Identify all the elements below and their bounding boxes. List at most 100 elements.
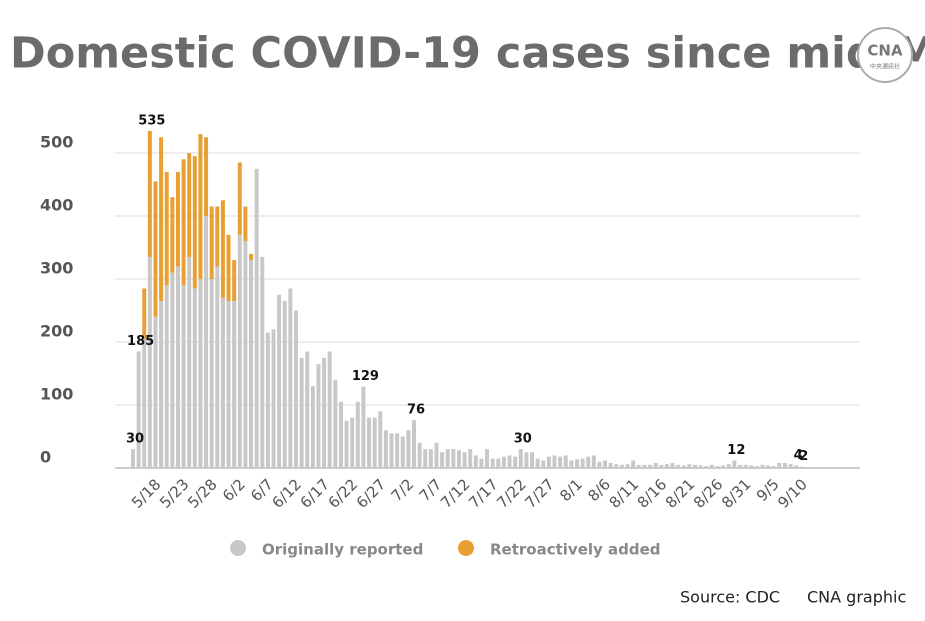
bar bbox=[709, 464, 714, 468]
bar bbox=[232, 301, 237, 468]
data-label: 185 bbox=[127, 334, 154, 349]
bar bbox=[153, 316, 158, 468]
bar bbox=[159, 301, 164, 468]
x-tick-label: 6/17 bbox=[297, 475, 334, 512]
logo-text: CNA bbox=[867, 42, 903, 60]
bar bbox=[530, 452, 535, 468]
bar bbox=[395, 433, 400, 468]
bar bbox=[760, 464, 765, 468]
bar bbox=[473, 455, 478, 468]
y-tick-label: 0 bbox=[40, 448, 51, 467]
x-tick-label: 7/12 bbox=[437, 475, 474, 512]
data-label: 4 bbox=[794, 448, 803, 463]
bar bbox=[170, 272, 175, 468]
bar bbox=[282, 301, 287, 468]
bar bbox=[563, 455, 568, 468]
bar bbox=[456, 450, 461, 468]
bar bbox=[574, 459, 579, 468]
bar bbox=[226, 301, 231, 468]
bar bbox=[164, 171, 169, 286]
bar bbox=[310, 386, 315, 468]
bar bbox=[175, 171, 180, 267]
bar bbox=[333, 379, 338, 468]
bar bbox=[726, 464, 731, 468]
bar bbox=[535, 458, 540, 468]
bar bbox=[147, 256, 152, 468]
x-tick-label: 8/11 bbox=[606, 475, 643, 512]
bar bbox=[749, 465, 754, 468]
bar bbox=[642, 464, 647, 468]
data-label: 12 bbox=[727, 443, 745, 458]
bar bbox=[693, 464, 697, 468]
data-label: 2 bbox=[799, 449, 808, 464]
bar bbox=[406, 430, 411, 468]
bar bbox=[440, 452, 445, 468]
bar bbox=[676, 464, 681, 468]
bar bbox=[698, 465, 703, 468]
logo bbox=[857, 27, 913, 83]
bar bbox=[243, 241, 248, 468]
bar bbox=[204, 137, 209, 216]
bar bbox=[771, 466, 776, 468]
bar bbox=[305, 351, 310, 468]
bar bbox=[378, 411, 383, 468]
x-tick-label: 8/21 bbox=[662, 475, 699, 512]
bar bbox=[198, 279, 203, 468]
bar bbox=[580, 458, 585, 468]
bar bbox=[159, 137, 164, 302]
bar bbox=[187, 153, 192, 257]
bar bbox=[782, 462, 787, 468]
y-tick-label: 200 bbox=[40, 322, 73, 341]
bar bbox=[586, 456, 591, 468]
bar bbox=[209, 279, 214, 468]
bar bbox=[485, 449, 490, 468]
credit: CNA graphic bbox=[807, 588, 906, 607]
bar bbox=[226, 234, 231, 302]
bar bbox=[653, 462, 658, 468]
data-label: 30 bbox=[514, 432, 532, 447]
bar bbox=[260, 256, 265, 468]
bar bbox=[788, 464, 793, 468]
bar bbox=[192, 156, 197, 289]
bar bbox=[524, 452, 529, 468]
x-tick-label: 7/27 bbox=[521, 475, 558, 512]
bar bbox=[664, 464, 669, 468]
logo-sub: 中央通訊社 bbox=[870, 63, 900, 71]
x-tick-label: 5/28 bbox=[184, 475, 221, 512]
bar bbox=[766, 465, 771, 468]
bar bbox=[737, 464, 742, 468]
bar bbox=[327, 351, 332, 468]
bar bbox=[462, 452, 467, 468]
bar bbox=[322, 357, 327, 468]
bar bbox=[338, 401, 343, 468]
x-tick-label: 7/22 bbox=[493, 475, 530, 512]
bar bbox=[237, 162, 242, 235]
bar bbox=[254, 168, 259, 468]
x-tick-label: 9/10 bbox=[774, 475, 811, 512]
bar bbox=[636, 464, 641, 468]
bar bbox=[389, 433, 394, 468]
bar bbox=[732, 460, 737, 468]
x-tick-label: 7/17 bbox=[465, 475, 502, 512]
bar bbox=[271, 329, 276, 468]
bar bbox=[293, 310, 298, 468]
bar bbox=[445, 449, 450, 468]
bar bbox=[209, 206, 214, 279]
legend-marker bbox=[230, 540, 246, 556]
bar bbox=[777, 462, 782, 468]
bar bbox=[721, 465, 726, 468]
bar bbox=[507, 455, 512, 468]
legend-label: Retroactively added bbox=[490, 541, 661, 559]
bar bbox=[552, 455, 557, 468]
bar bbox=[249, 260, 254, 468]
bar bbox=[192, 288, 197, 468]
bar bbox=[614, 464, 619, 468]
legend-marker bbox=[458, 540, 474, 556]
bar bbox=[715, 466, 720, 468]
bar bbox=[355, 401, 360, 468]
bar bbox=[136, 351, 141, 468]
bar bbox=[288, 288, 293, 468]
bar bbox=[232, 260, 237, 302]
data-label: 535 bbox=[138, 113, 165, 128]
bar bbox=[249, 253, 254, 261]
